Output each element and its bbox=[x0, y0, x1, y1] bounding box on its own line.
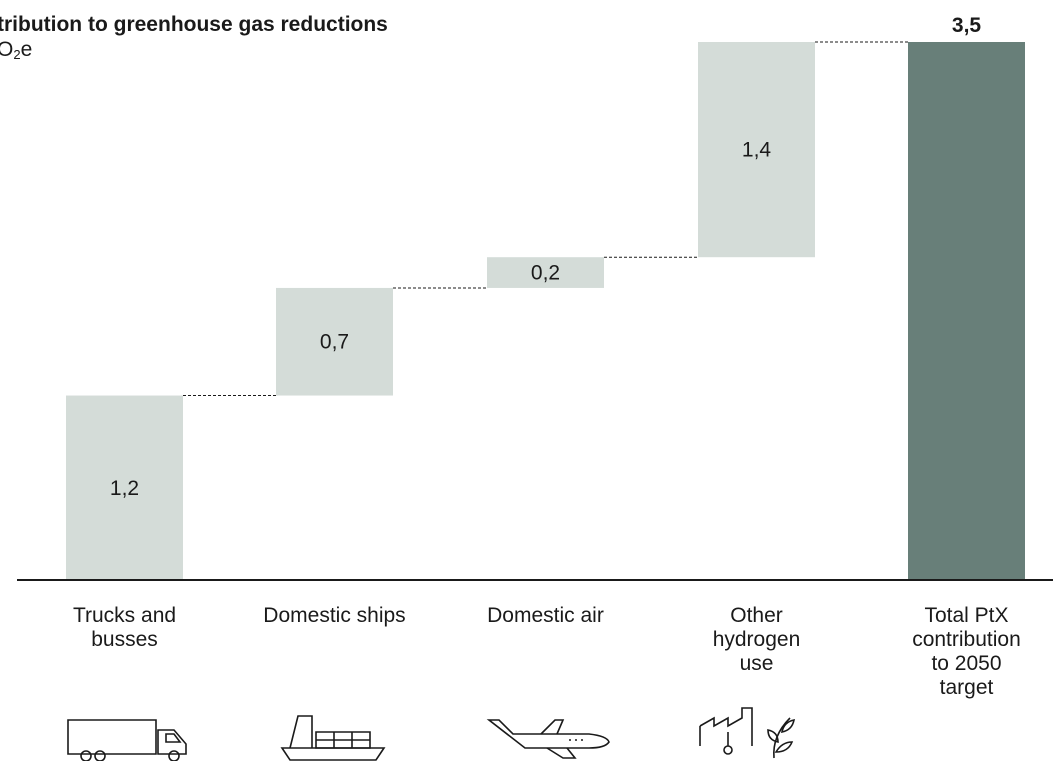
category-label-1: Domestic ships bbox=[250, 604, 420, 628]
data-label-0: 1,2 bbox=[110, 477, 139, 500]
ship-icon bbox=[280, 715, 386, 761]
bar-1 bbox=[276, 287, 393, 396]
category-label-line: Trucks and bbox=[72, 604, 177, 627]
category-label-line: Other bbox=[730, 604, 783, 627]
category-label-line: to 2050 bbox=[931, 652, 1002, 675]
data-label-2: 0,2 bbox=[531, 262, 560, 285]
category-label-line: busses bbox=[91, 628, 158, 651]
unit-subscript: 2 bbox=[13, 47, 21, 62]
chart-title: tribution to greenhouse gas reductions bbox=[0, 13, 388, 36]
bar-0 bbox=[66, 395, 183, 580]
category-label-line: target bbox=[939, 676, 994, 699]
truck-icon bbox=[67, 719, 187, 761]
factory-plant-icon bbox=[699, 707, 796, 759]
bar-3 bbox=[698, 42, 815, 258]
category-label-line: contribution bbox=[912, 628, 1021, 651]
data-label-total: 3,5 bbox=[952, 14, 982, 37]
category-label-line: use bbox=[739, 652, 774, 675]
category-label-line: hydrogen bbox=[712, 628, 801, 651]
data-label-1: 0,7 bbox=[320, 331, 349, 354]
category-label-line: Total PtX bbox=[924, 604, 1009, 627]
data-label-3: 1,4 bbox=[742, 139, 772, 162]
category-label-line: Domestic ships bbox=[263, 604, 406, 627]
unit-suffix: e bbox=[20, 38, 33, 61]
bar-2 bbox=[487, 257, 604, 288]
category-label-3: Other hydrogen use bbox=[672, 604, 842, 676]
category-label-2: Domestic air bbox=[461, 604, 631, 628]
category-label-0: Trucks and busses bbox=[40, 604, 210, 652]
unit-prefix: O bbox=[0, 38, 14, 61]
category-label-line: Domestic air bbox=[487, 604, 604, 627]
airplane-icon bbox=[486, 719, 610, 759]
unit-label: O2e bbox=[0, 38, 32, 62]
bar-4 bbox=[908, 42, 1025, 580]
category-label-4: Total PtX contribution to 2050 target bbox=[882, 604, 1052, 700]
